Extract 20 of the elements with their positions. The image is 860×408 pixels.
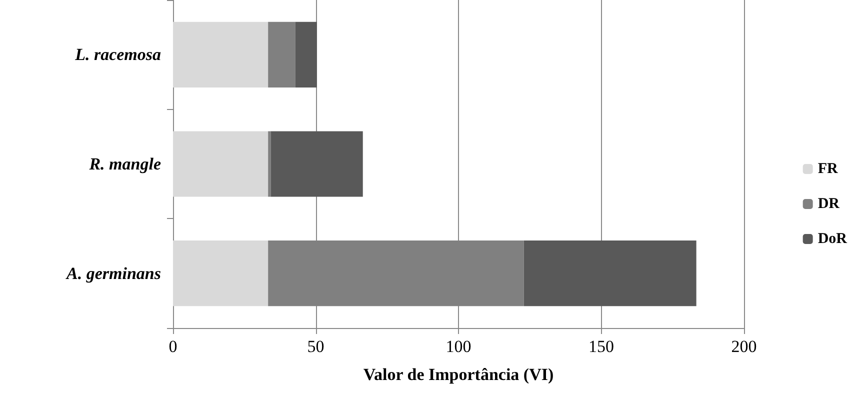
legend-label: DR [818, 196, 840, 212]
bar [268, 131, 271, 197]
bar [173, 240, 268, 306]
x-tick-label: 150 [588, 337, 614, 356]
legend-label: DoR [818, 231, 848, 247]
x-axis-title: Valor de Importância (VI) [363, 365, 554, 384]
legend-label: FR [818, 161, 838, 177]
bar [268, 22, 296, 88]
bar [173, 131, 268, 197]
bar [524, 240, 696, 306]
x-tick-label: 200 [731, 337, 757, 356]
bar [295, 22, 317, 88]
y-tick-label: R. mangle [88, 154, 162, 174]
x-tick-label: 50 [307, 337, 324, 356]
bar [173, 22, 268, 88]
y-tick-label: A. germinans [66, 264, 162, 283]
x-tick-label: 100 [446, 337, 472, 356]
y-tick-label: L. racemosa [74, 45, 162, 64]
bar [270, 131, 363, 197]
x-tick-label: 0 [168, 337, 178, 356]
